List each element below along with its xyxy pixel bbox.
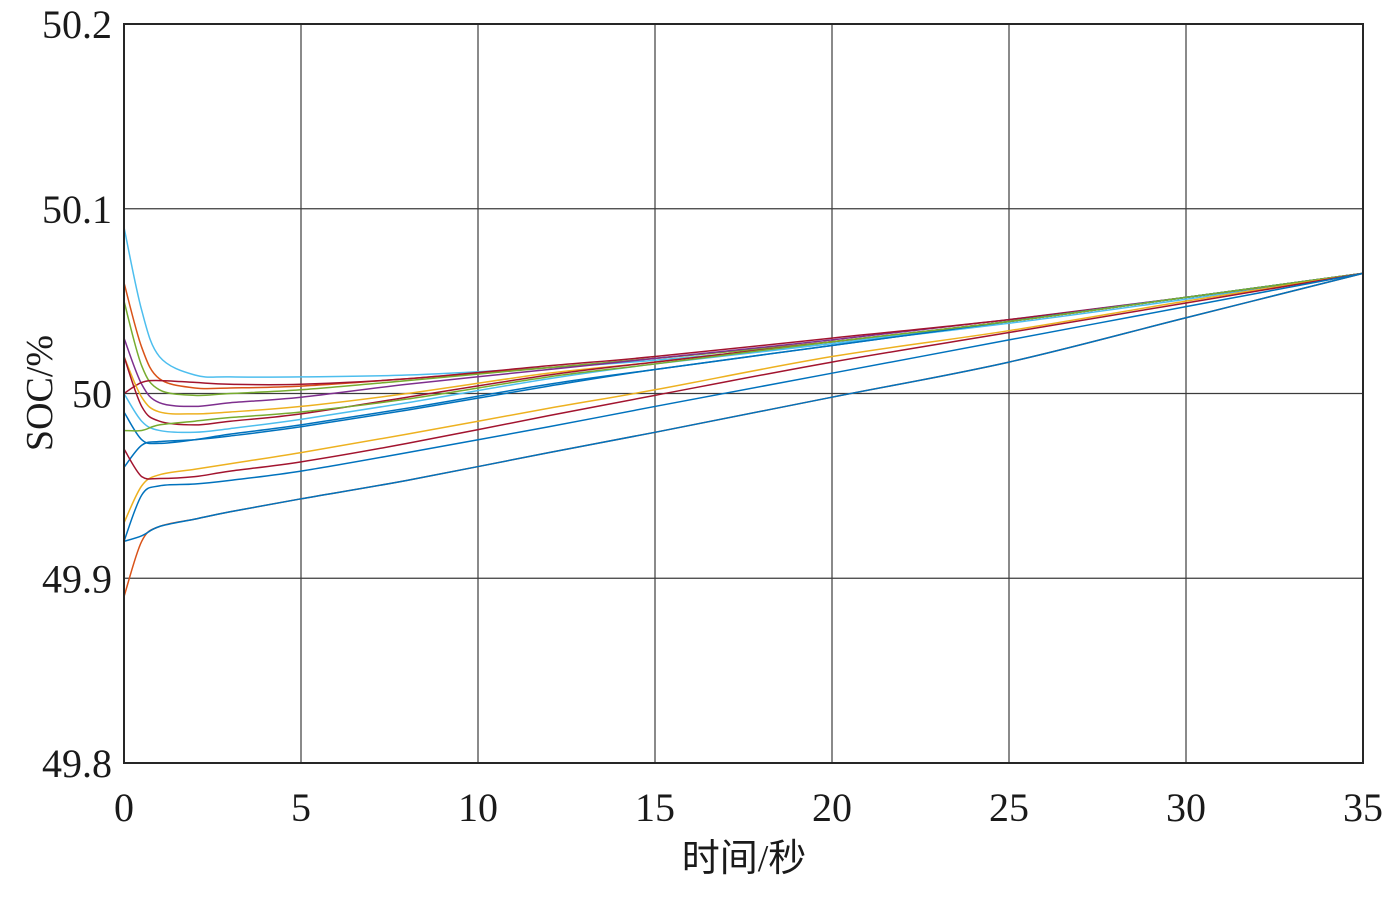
series-line-4 bbox=[123, 272, 1364, 408]
x-tick-label: 10 bbox=[458, 785, 498, 830]
x-tick-label: 30 bbox=[1166, 785, 1206, 830]
series-line-13 bbox=[123, 272, 1364, 480]
y-axis-title: SOC/% bbox=[19, 335, 61, 451]
series-line-14 bbox=[123, 272, 1364, 543]
series-line-11 bbox=[123, 272, 1364, 432]
x-tick-label: 20 bbox=[812, 785, 852, 830]
x-tick-label: 25 bbox=[989, 785, 1029, 830]
x-tick-label: 5 bbox=[291, 785, 311, 830]
series-line-15 bbox=[123, 272, 1364, 598]
x-tick-label: 35 bbox=[1343, 785, 1383, 830]
grid-lines bbox=[124, 24, 1363, 763]
series-line-16 bbox=[123, 272, 1364, 543]
series-line-5 bbox=[123, 272, 1364, 395]
series-lines bbox=[123, 226, 1364, 598]
x-tick-label: 15 bbox=[635, 785, 675, 830]
series-line-12 bbox=[123, 272, 1364, 524]
x-tick-labels: 0 5 10 15 20 25 30 35 bbox=[114, 785, 1383, 830]
x-axis-title: 时间/秒 bbox=[682, 838, 807, 880]
plot-frame bbox=[123, 23, 1364, 764]
y-tick-labels: 49.8 49.9 50 50.1 50.2 bbox=[42, 2, 112, 786]
y-tick-label: 50.2 bbox=[42, 2, 112, 47]
series-line-7 bbox=[123, 272, 1364, 415]
y-tick-label: 50 bbox=[72, 372, 112, 417]
series-line-2 bbox=[123, 272, 1364, 390]
y-tick-label: 50.1 bbox=[42, 187, 112, 232]
y-tick-label: 49.8 bbox=[42, 741, 112, 786]
x-tick-label: 0 bbox=[114, 785, 134, 830]
y-tick-label: 49.9 bbox=[42, 556, 112, 601]
